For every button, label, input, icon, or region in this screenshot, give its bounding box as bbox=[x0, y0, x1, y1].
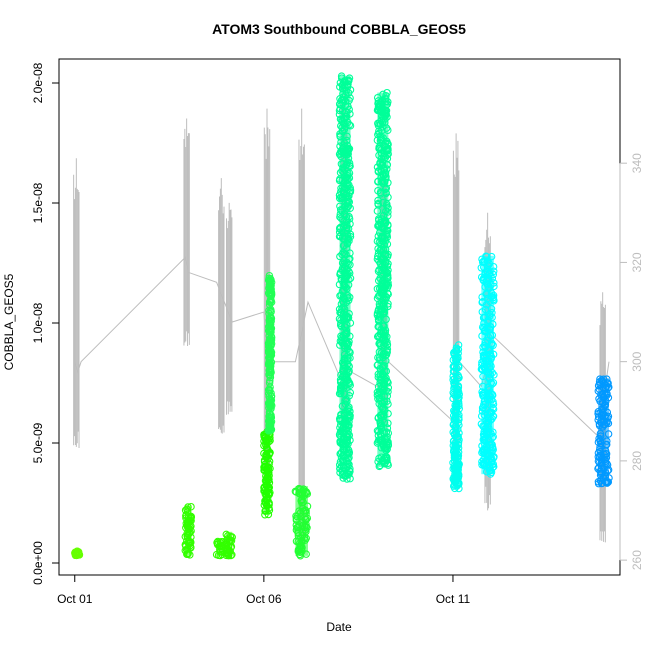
y-tick-label-1: 5.0e-09 bbox=[31, 422, 45, 463]
y-tick-label-0: 0.0e+00 bbox=[31, 541, 45, 585]
primary-cluster-9 bbox=[449, 341, 463, 493]
y-axis-label: COBBLA_GEOS5 bbox=[2, 273, 16, 370]
primary-cluster-6 bbox=[291, 484, 312, 560]
y-tick-label-3: 1.5e-08 bbox=[31, 182, 45, 223]
secondary-range-2 bbox=[218, 178, 225, 434]
x-tick-label-2: Oct 11 bbox=[436, 592, 471, 606]
secondary-range-3 bbox=[225, 202, 233, 415]
x-tick-label-0: Oct 01 bbox=[57, 592, 93, 606]
y-tick-label-4: 2.0e-08 bbox=[31, 62, 45, 103]
y-right-tick-label-1: 280 bbox=[630, 451, 644, 471]
secondary-range-5 bbox=[298, 108, 305, 550]
primary-cluster-7 bbox=[335, 72, 355, 483]
secondary-range-0 bbox=[73, 158, 80, 448]
y-axis-right: 260 280 300 320 340 bbox=[619, 153, 644, 570]
x-axis: Oct 01 Oct 06 Oct 11 bbox=[57, 574, 471, 606]
y-right-tick-label-3: 320 bbox=[630, 252, 644, 272]
secondary-range-1 bbox=[183, 118, 190, 347]
primary-cluster-4 bbox=[260, 428, 274, 519]
x-axis-label: Date bbox=[326, 620, 352, 634]
primary-series-group bbox=[71, 72, 613, 560]
chart-title: ATOM3 Southbound COBBLA_GEOS5 bbox=[212, 21, 466, 37]
y-axis-left: 0.0e+00 5.0e-09 1.0e-08 1.5e-08 2.0e-08 bbox=[31, 62, 60, 585]
primary-cluster-0 bbox=[71, 547, 84, 560]
primary-cluster-8 bbox=[373, 88, 393, 471]
x-tick-label-1: Oct 06 bbox=[246, 592, 282, 606]
y-tick-label-2: 1.0e-08 bbox=[31, 302, 45, 343]
y-right-tick-label-2: 300 bbox=[630, 351, 644, 371]
y-right-tick-label-0: 260 bbox=[630, 550, 644, 570]
y-right-tick-label-4: 340 bbox=[630, 153, 644, 173]
primary-cluster-1 bbox=[181, 502, 196, 559]
primary-cluster-5 bbox=[264, 271, 276, 435]
primary-cluster-3 bbox=[222, 530, 236, 560]
primary-cluster-11 bbox=[594, 375, 613, 488]
primary-cluster-10 bbox=[477, 252, 498, 478]
